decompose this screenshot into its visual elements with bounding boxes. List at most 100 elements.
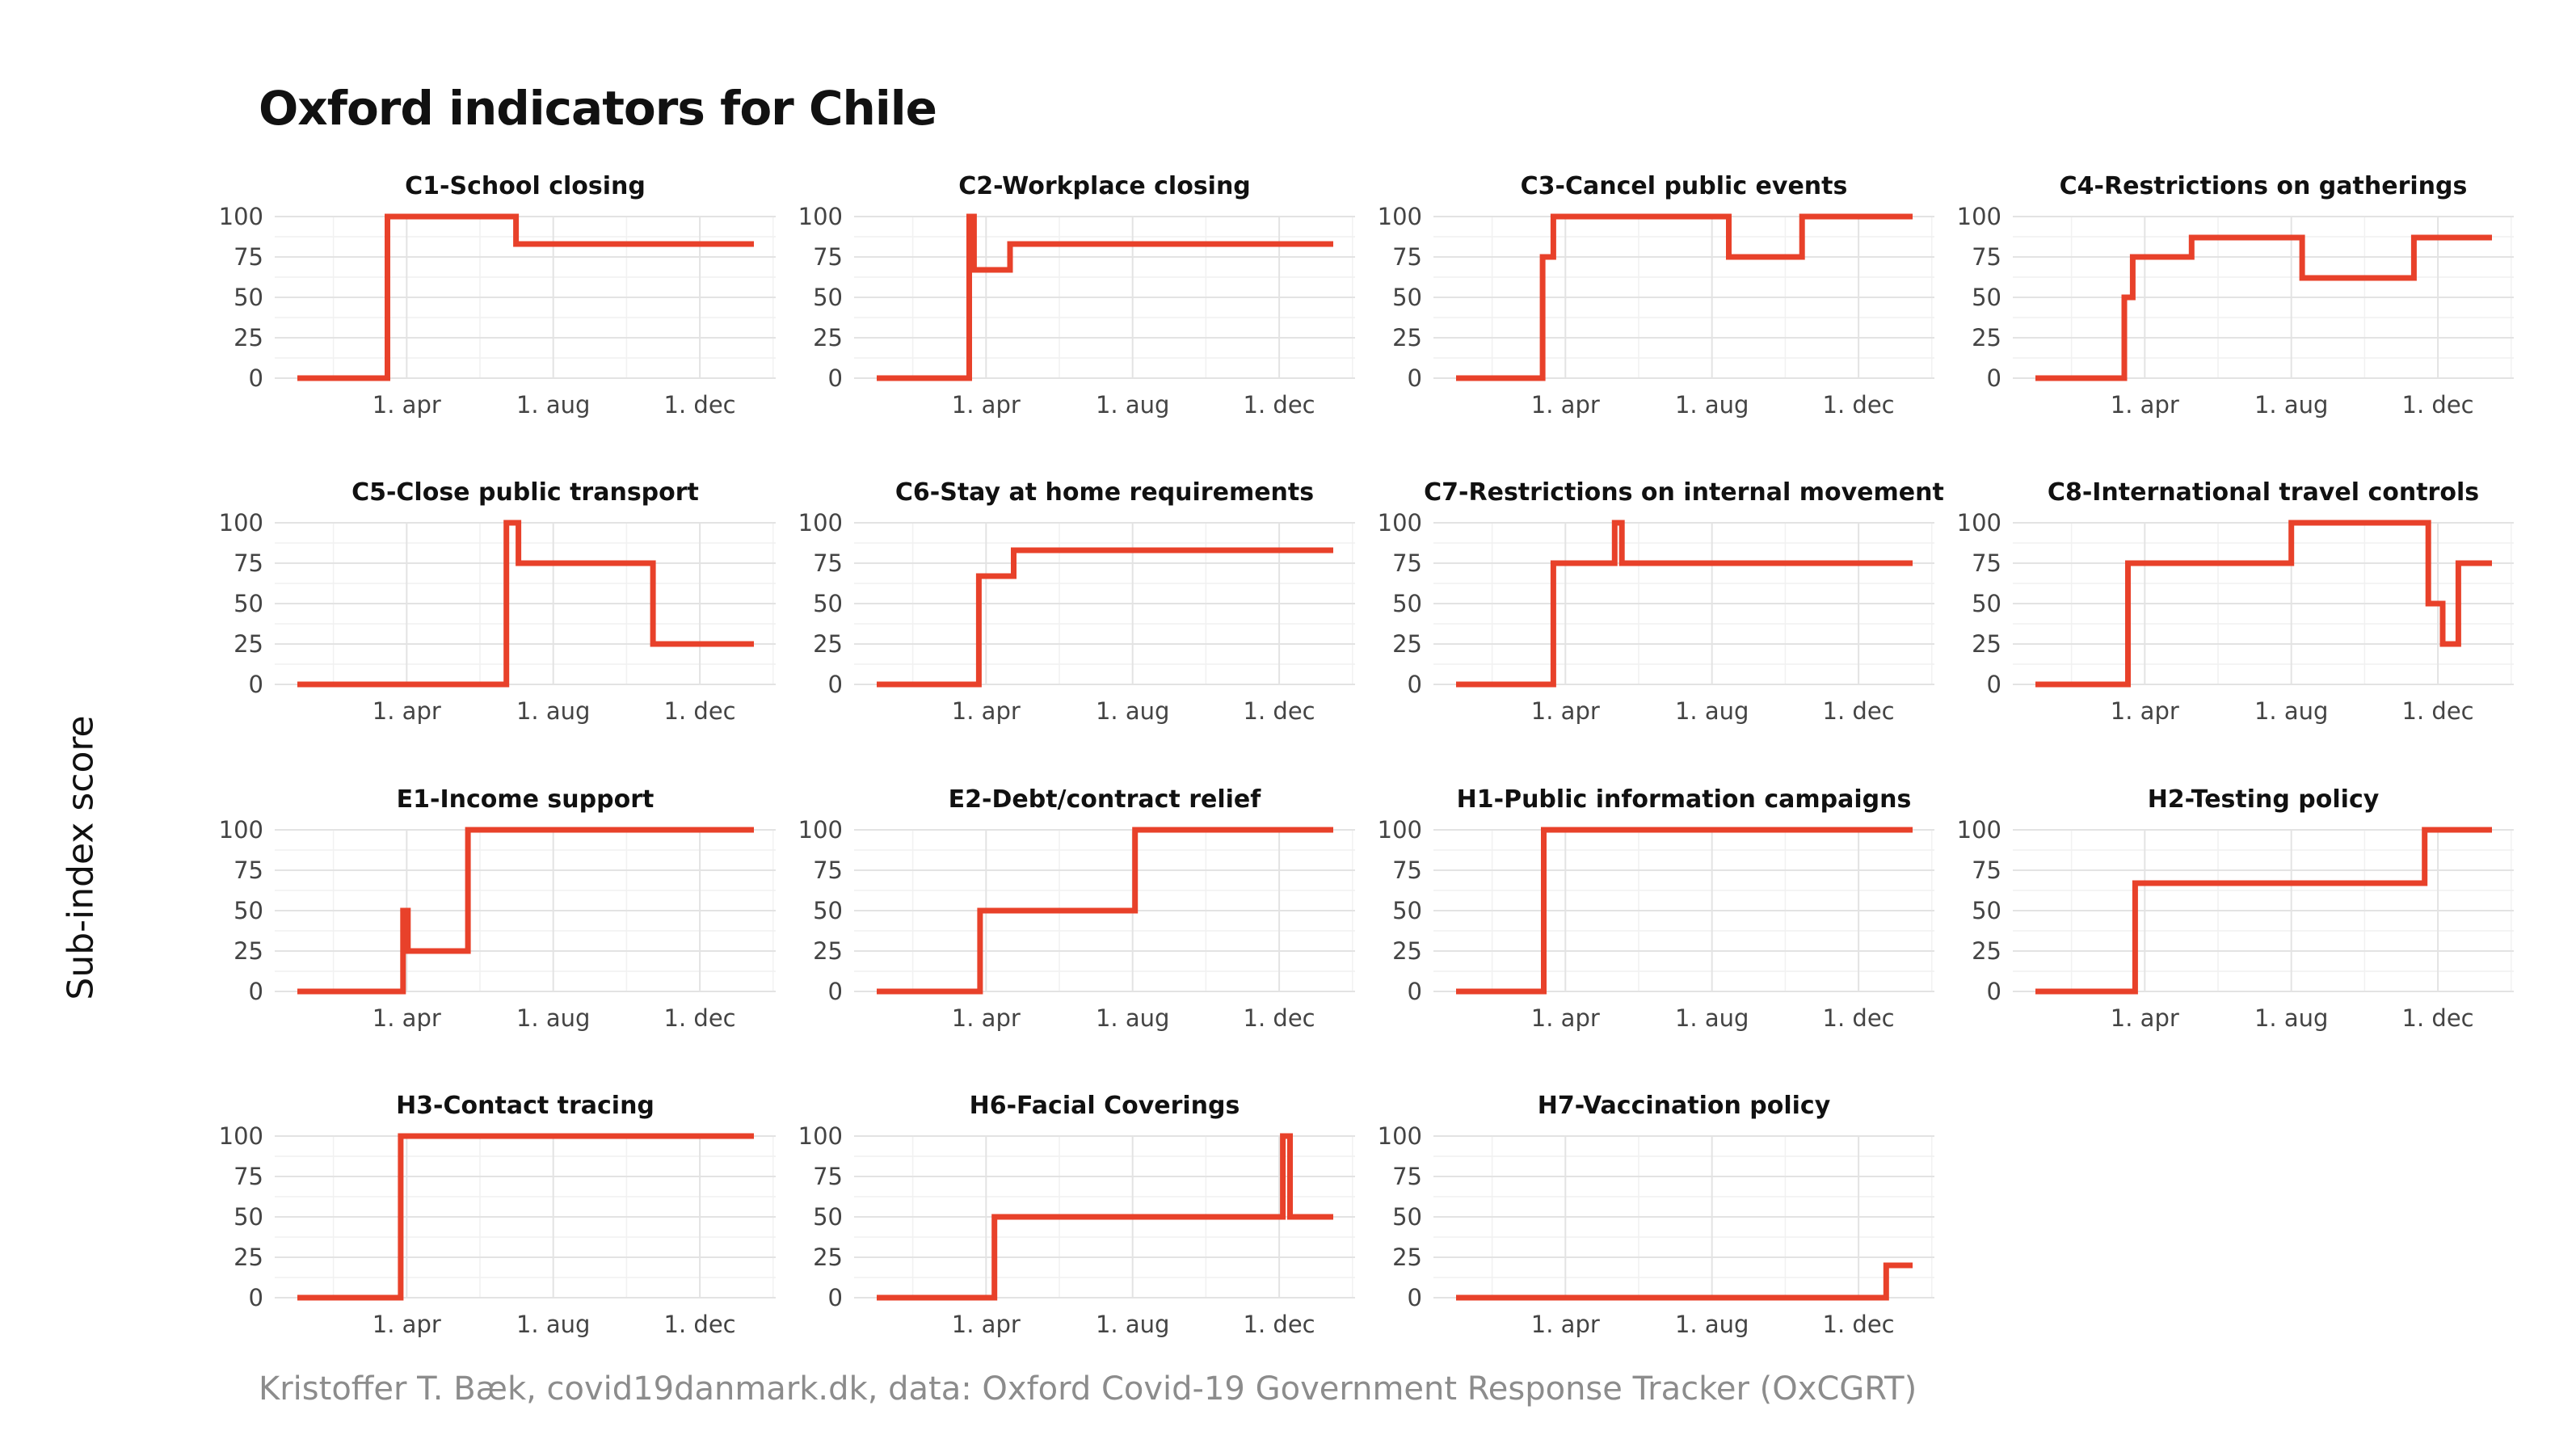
y-tick-label: 50 [234,590,263,617]
y-tick-label: 100 [1378,1122,1422,1150]
y-tick-label: 25 [813,324,843,351]
x-tick-label: 1. aug [1096,391,1169,419]
x-tick-label: 1. aug [1096,1004,1169,1032]
facet-panel: 0 25 50 75 100 1. apr 1. aug 1. dec C7-Restricti… [1378,478,1944,725]
series-line [2035,234,2492,381]
panel-title: H6-Facial Coverings [970,1092,1240,1120]
y-tick-label: 50 [1392,1203,1422,1231]
x-tick-label: 1. aug [1675,391,1749,419]
facet-panel: 0 25 50 75 100 1. apr 1. aug 1. dec C5-Close pub… [219,478,776,725]
x-tick-label: 1. dec [1244,391,1315,419]
y-tick-label: 0 [828,364,843,392]
x-tick-label: 1. apr [952,1311,1021,1338]
x-tick-label: 1. dec [1244,697,1315,725]
y-tick-label: 25 [1972,937,2001,965]
series-line [877,1133,1333,1301]
x-tick-label: 1. dec [1244,1311,1315,1338]
y-tick-label: 75 [1392,549,1422,577]
x-tick-label: 1. aug [1675,697,1749,725]
y-tick-label: 75 [234,1163,263,1190]
y-tick-label: 0 [249,671,263,698]
x-tick-label: 1. apr [952,697,1021,725]
x-tick-label: 1. aug [1096,1311,1169,1338]
y-tick-label: 25 [813,630,843,658]
x-tick-label: 1. dec [664,1311,736,1338]
y-tick-label: 0 [249,1284,263,1311]
y-tick-label: 75 [1392,856,1422,884]
y-tick-label: 25 [1392,630,1422,658]
chart-title: Oxford indicators for Chile [259,81,937,136]
y-tick-label: 25 [1972,630,2001,658]
y-tick-label: 100 [219,1122,263,1150]
y-tick-label: 25 [234,630,263,658]
x-tick-label: 1. dec [1823,697,1895,725]
facet-panel: 0 25 50 75 100 1. apr 1. aug 1. dec C1-School cl… [219,172,776,419]
y-tick-label: 25 [1392,1244,1422,1271]
x-tick-label: 1. apr [1531,1311,1600,1338]
y-tick-label: 50 [1972,284,2001,311]
series-line [877,213,1333,381]
x-tick-label: 1. apr [1531,697,1600,725]
x-tick-label: 1. aug [516,697,590,725]
facet-panel: 0 25 50 75 100 1. apr 1. aug 1. dec E2-Debt/cont… [798,785,1355,1032]
x-tick-label: 1. apr [373,1004,441,1032]
x-tick-label: 1. apr [373,697,441,725]
y-tick-label: 50 [1392,590,1422,617]
series-line [2035,520,2492,688]
y-tick-label: 75 [234,549,263,577]
x-tick-label: 1. aug [1675,1004,1749,1032]
facet-panel: 0 25 50 75 100 1. apr 1. aug 1. dec C4-Restricti… [1957,172,2514,419]
y-tick-label: 0 [1408,978,1422,1005]
x-tick-label: 1. aug [2254,391,2328,419]
y-tick-label: 100 [798,816,843,844]
panel-title: E2-Debt/contract relief [949,785,1262,814]
y-tick-label: 0 [249,364,263,392]
x-tick-label: 1. dec [2402,391,2474,419]
facet-panel: 0 25 50 75 100 1. apr 1. aug 1. dec H3-Contact t… [219,1092,776,1338]
y-tick-label: 100 [798,1122,843,1150]
y-tick-label: 0 [1408,1284,1422,1311]
x-tick-label: 1. aug [2254,697,2328,725]
y-tick-label: 100 [798,509,843,537]
x-tick-label: 1. dec [664,1004,736,1032]
y-tick-label: 0 [1987,978,2001,1005]
x-tick-label: 1. apr [1531,391,1600,419]
y-tick-label: 0 [828,671,843,698]
x-tick-label: 1. apr [2111,1004,2179,1032]
y-tick-label: 100 [1378,816,1422,844]
y-tick-label: 75 [234,856,263,884]
y-tick-label: 100 [1378,203,1422,230]
y-tick-label: 75 [1392,1163,1422,1190]
y-tick-label: 25 [1392,324,1422,351]
facet-panel: 0 25 50 75 100 1. apr 1. aug 1. dec E1-Income su… [219,785,776,1032]
panel-title: H3-Contact tracing [396,1092,655,1120]
y-tick-label: 50 [1392,897,1422,924]
x-tick-label: 1. apr [2111,697,2179,725]
y-tick-label: 50 [813,897,843,924]
series-line [297,1133,754,1301]
x-tick-label: 1. apr [952,391,1021,419]
facet-panel: 0 25 50 75 100 1. apr 1. aug 1. dec C8-Internati… [1957,478,2514,725]
y-tick-label: 75 [813,549,843,577]
x-tick-label: 1. apr [373,1311,441,1338]
y-tick-label: 75 [813,856,843,884]
series-line [297,520,754,688]
panel-title: C8-International travel controls [2048,478,2479,507]
y-tick-label: 25 [1392,937,1422,965]
series-line [1456,213,1913,381]
x-tick-label: 1. dec [2402,697,2474,725]
y-tick-label: 25 [813,1244,843,1271]
y-tick-label: 25 [234,324,263,351]
panel-title: C1-School closing [405,172,646,200]
x-tick-label: 1. aug [516,1004,590,1032]
panel-title: C7-Restrictions on internal movement [1424,478,1944,507]
y-tick-label: 50 [234,897,263,924]
chart-caption: Kristoffer T. Bæk, covid19danmark.dk, da… [259,1370,1917,1408]
series-line [297,827,754,995]
series-line [297,213,754,381]
y-tick-label: 0 [828,1284,843,1311]
y-tick-label: 100 [798,203,843,230]
y-tick-label: 50 [234,284,263,311]
